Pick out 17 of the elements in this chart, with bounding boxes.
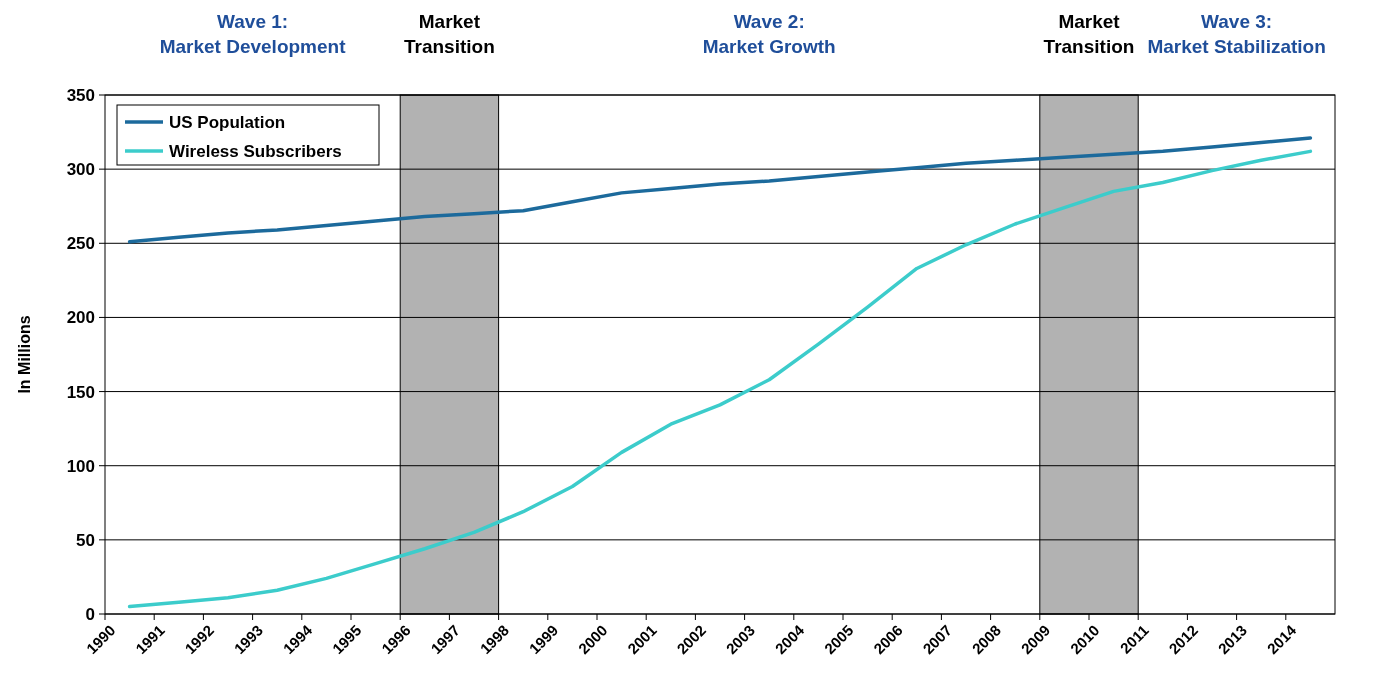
text: Wave 3: Market Stabilization (1147, 11, 1326, 57)
text: Wave 2: Market Growth (702, 11, 836, 57)
y-tick-label: 100 (66, 456, 95, 476)
y-tick-label: 300 (66, 160, 95, 180)
legend-label: Wireless Subscribers (169, 141, 342, 161)
y-tick-label: 150 (66, 382, 95, 402)
y-tick-label: 200 (66, 308, 95, 328)
line-series (127, 136, 1313, 244)
y-axis-title: In Millions (16, 315, 33, 394)
text: Wave 1: Market Development (159, 11, 347, 57)
y-tick-label: 350 (66, 85, 95, 105)
band-label: Market Transition (404, 11, 495, 57)
y-tick-label: 50 (76, 530, 95, 550)
legend-label: US Population (169, 112, 286, 132)
y-tick-label: 250 (66, 234, 95, 254)
y-tick-label: 0 (85, 604, 95, 624)
band-label: Market Transition (1043, 11, 1135, 57)
